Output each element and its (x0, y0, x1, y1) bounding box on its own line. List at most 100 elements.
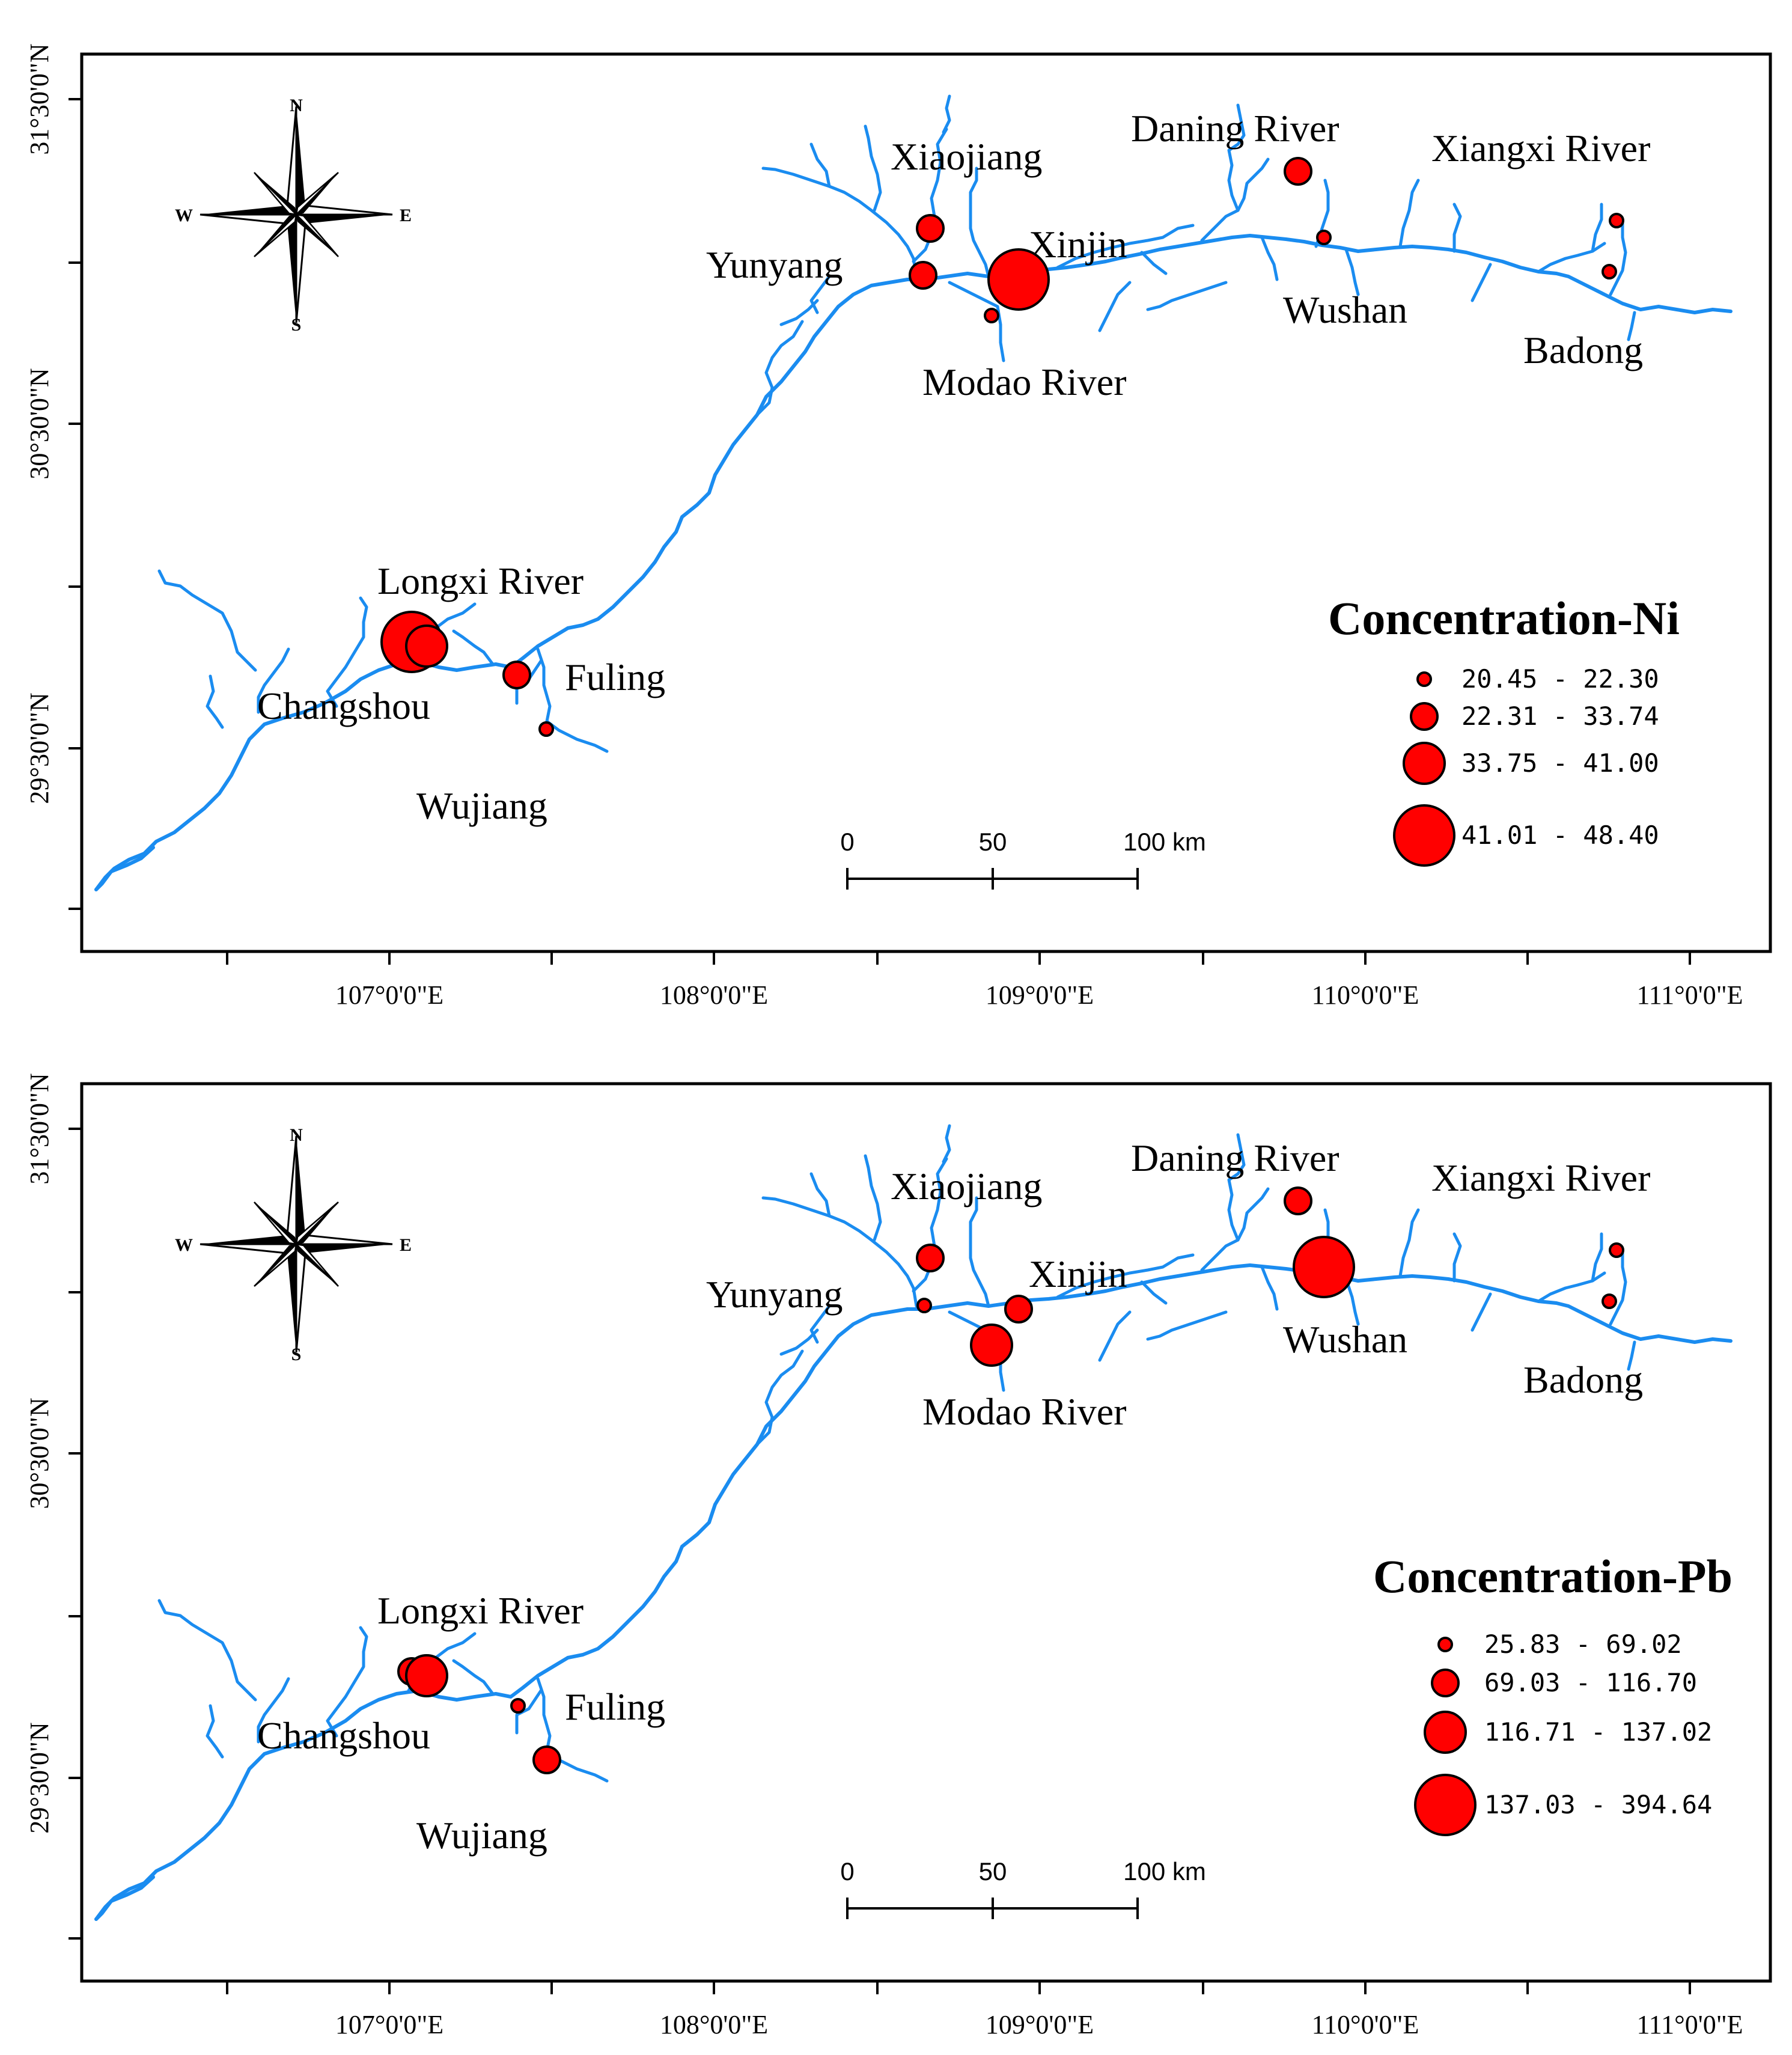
label-longxi-river: Longxi River (377, 560, 584, 602)
site-marker-yunyang (909, 261, 937, 290)
label-wujiang: Wujiang (416, 784, 547, 827)
compass-north: N (290, 1125, 303, 1145)
lon-label-111: 111°0'0"E (1636, 980, 1743, 1010)
label-xinjin: Xinjin (1029, 223, 1127, 266)
legend-class-label-4: 137.03 - 394.64 (1484, 1790, 1712, 1819)
site-marker-badong (1602, 1293, 1617, 1309)
lon-label-108: 108°0'0"E (660, 980, 768, 1010)
site-marker-wushan (1316, 230, 1332, 245)
legend-symbol-1 (1416, 671, 1432, 687)
lon-label-110: 110°0'0"E (1312, 2010, 1419, 2039)
label-badong: Badong (1523, 329, 1643, 371)
scale-label-50: 50 (979, 1857, 1007, 1886)
compass-east: E (400, 1235, 412, 1255)
site-marker-longxi-river (405, 624, 448, 668)
site-marker-modao-river (984, 308, 999, 323)
label-fuling: Fuling (565, 656, 665, 698)
scale-label-100: 100 km (1123, 1857, 1206, 1886)
legend-class-label-1: 25.83 - 69.02 (1484, 1629, 1682, 1659)
label-modao-river: Modao River (922, 361, 1127, 403)
compass-west: W (175, 1235, 193, 1255)
label-changshou: Changshou (257, 1714, 430, 1757)
label-longxi-river: Longxi River (377, 1589, 584, 1632)
legend-symbol-1 (1437, 1637, 1453, 1652)
legend-title: Concentration-Ni (1328, 592, 1680, 644)
legend-pb: Concentration-Pb 25.83 - 69.02 69.03 - 11… (1373, 1550, 1733, 1836)
site-marker-xiaojiang (916, 214, 945, 243)
lat-label-29-30: 29°30'0"N (25, 692, 54, 804)
site-marker-wujiang (532, 1745, 561, 1774)
scale-label-0: 0 (840, 828, 854, 856)
legend-class-label-1: 20.45 - 22.30 (1461, 664, 1659, 694)
compass-south: S (291, 315, 302, 335)
site-marker-daning-river (1284, 157, 1312, 186)
site-marker-xiaojiang (916, 1244, 945, 1272)
label-daning-river: Daning River (1131, 1137, 1339, 1179)
lon-label-110: 110°0'0"E (1312, 980, 1419, 1010)
lat-label-31-30: 31°30'0"N (25, 1073, 54, 1184)
label-badong: Badong (1523, 1358, 1643, 1401)
label-modao-river: Modao River (922, 1390, 1127, 1433)
label-yunyang: Yunyang (706, 243, 843, 286)
compass-west: W (175, 206, 193, 225)
label-changshou: Changshou (257, 685, 430, 727)
label-xiangxi-river: Xiangxi River (1431, 1156, 1650, 1199)
lon-label-107: 107°0'0"E (335, 980, 443, 1010)
label-xiaojiang: Xiaojiang (891, 135, 1042, 178)
site-marker-longxi-river (405, 1654, 448, 1697)
lat-label-29-30: 29°30'0"N (25, 1722, 54, 1833)
legend-symbol-4 (1414, 1774, 1477, 1836)
legend-symbol-4 (1393, 804, 1455, 867)
scale-label-50: 50 (979, 828, 1007, 856)
map-panel-pb: 31°30'0"N 30°30'0"N 29°30'0"N 107°0'0"E … (25, 1073, 1772, 2039)
map-panel-ni: 31°30'0"N 30°30'0"N 29°30'0"N 107°0'0"E … (25, 43, 1772, 1010)
label-wushan: Wushan (1283, 289, 1407, 331)
north-arrow-icon: N S E W (175, 1125, 412, 1364)
compass-north: N (290, 96, 303, 115)
label-xiangxi-river: Xiangxi River (1431, 127, 1650, 169)
legend-symbol-2 (1431, 1669, 1460, 1697)
label-wushan: Wushan (1283, 1318, 1407, 1361)
north-arrow-icon: N S E W (175, 96, 412, 335)
legend-symbol-2 (1410, 702, 1439, 731)
compass-east: E (400, 206, 412, 225)
site-marker-xiangxi-river (1609, 1242, 1624, 1258)
scale-label-100: 100 km (1123, 828, 1206, 856)
sample-sites (397, 1186, 1624, 1774)
lon-label-108: 108°0'0"E (660, 2010, 768, 2039)
legend-class-label-3: 116.71 - 137.02 (1484, 1717, 1712, 1747)
legend-class-label-4: 41.01 - 48.40 (1461, 820, 1659, 850)
label-daning-river: Daning River (1131, 107, 1339, 150)
site-marker-yunyang (916, 1298, 932, 1313)
lon-label-107: 107°0'0"E (335, 2010, 443, 2039)
lat-label-31-30: 31°30'0"N (25, 43, 54, 154)
lat-label-30-30: 30°30'0"N (25, 368, 54, 479)
legend-class-label-3: 33.75 - 41.00 (1461, 748, 1659, 778)
site-marker-wujiang (538, 721, 554, 737)
map-frame (80, 52, 1772, 953)
site-marker-xinjin (987, 248, 1050, 311)
site-marker-wushan (1293, 1236, 1355, 1298)
lat-label-30-30: 30°30'0"N (25, 1397, 54, 1509)
legend-class-label-2: 22.31 - 33.74 (1461, 701, 1659, 731)
lon-label-111: 111°0'0"E (1636, 2010, 1743, 2039)
legend-symbol-3 (1403, 742, 1446, 785)
scale-bar: 0 50 100 km (840, 1857, 1206, 1919)
lon-label-109: 109°0'0"E (986, 980, 1094, 1010)
legend-symbol-3 (1424, 1711, 1467, 1754)
scale-bar: 0 50 100 km (840, 828, 1206, 890)
label-xiaojiang: Xiaojiang (891, 1165, 1042, 1208)
label-fuling: Fuling (565, 1685, 665, 1728)
label-yunyang: Yunyang (706, 1273, 843, 1316)
site-marker-xinjin (1004, 1295, 1033, 1324)
site-marker-xiangxi-river (1609, 213, 1624, 228)
site-marker-fuling (502, 661, 531, 689)
legend-class-label-2: 69.03 - 116.70 (1484, 1668, 1697, 1697)
lon-label-109: 109°0'0"E (986, 2010, 1094, 2039)
sample-sites (380, 157, 1624, 737)
legend-title: Concentration-Pb (1373, 1550, 1733, 1602)
compass-south: S (291, 1345, 302, 1364)
legend-ni: Concentration-Ni 20.45 - 22.30 22.31 - 33… (1328, 592, 1680, 867)
site-marker-badong (1602, 264, 1617, 279)
